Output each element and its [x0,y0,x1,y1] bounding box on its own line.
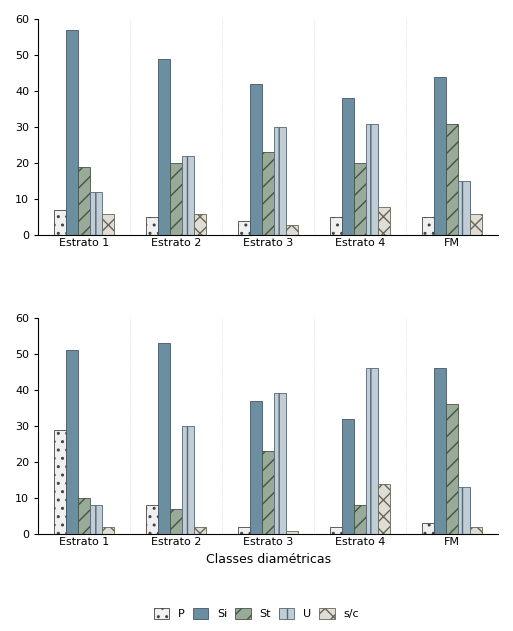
Bar [238,527,250,534]
Bar [354,505,366,534]
Bar [286,531,298,534]
Bar [66,350,78,534]
Bar [274,394,286,534]
Bar [330,527,342,534]
Bar [54,210,66,235]
Bar [250,401,262,534]
Bar [342,98,354,235]
Bar [250,84,262,235]
Bar [158,343,170,534]
Bar [170,163,182,235]
Bar [434,77,446,235]
Bar [102,214,114,235]
Bar [378,206,390,235]
Bar [458,181,470,235]
X-axis label: Classes diamétricas: Classes diamétricas [206,553,331,565]
Bar [366,369,378,534]
Bar [194,214,206,235]
Bar [434,369,446,534]
Bar [78,167,90,235]
Bar [446,404,458,534]
Bar [182,426,194,534]
Bar [238,221,250,235]
Bar [102,527,114,534]
Bar [262,153,274,235]
Bar [146,218,158,235]
Bar [90,192,102,235]
Bar [422,218,434,235]
Bar [366,124,378,235]
Legend: P, Si, St, U, s/c: P, Si, St, U, s/c [150,604,363,622]
Bar [54,430,66,534]
Bar [194,527,206,534]
Bar [146,505,158,534]
Bar [158,59,170,235]
Bar [262,451,274,534]
Bar [378,484,390,534]
Bar [330,218,342,235]
Bar [182,156,194,235]
Bar [422,523,434,534]
Bar [78,498,90,534]
Bar [446,124,458,235]
Bar [66,30,78,235]
Bar [470,214,482,235]
Bar [274,127,286,235]
Bar [342,419,354,534]
Bar [470,527,482,534]
Bar [354,163,366,235]
Bar [90,505,102,534]
Bar [458,487,470,534]
Bar [170,509,182,534]
Bar [286,225,298,235]
